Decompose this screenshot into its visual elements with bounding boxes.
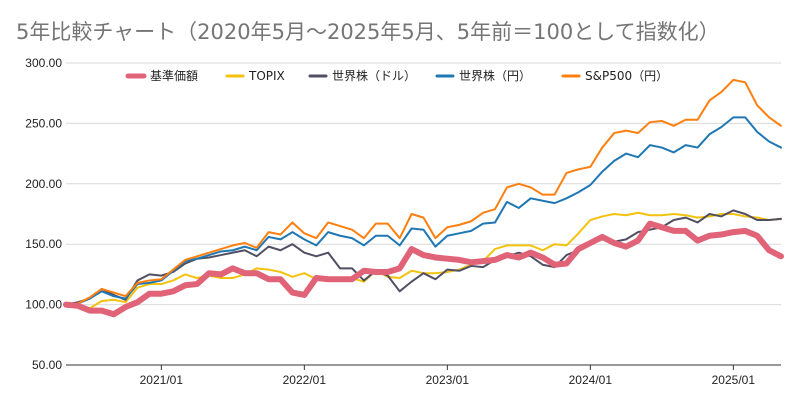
y-tick-label: 200.00 xyxy=(25,177,62,191)
legend: 基準価額 TOPIX 世界株（ドル） 世界株（円） S&P500（円） xyxy=(125,68,668,83)
y-tick-label: 50.00 xyxy=(32,358,62,372)
legend-label: 世界株（ドル） xyxy=(332,68,416,83)
legend-label: TOPIX xyxy=(248,69,285,83)
legend-label: S&P500（円） xyxy=(585,69,668,83)
x-tick-label: 2023/01 xyxy=(426,373,470,387)
x-tick-label: 2021/01 xyxy=(140,373,184,387)
x-tick-label: 2025/01 xyxy=(712,373,756,387)
series-line-3 xyxy=(65,116,782,306)
legend-label: 基準価額 xyxy=(150,68,198,83)
axes: 50.00 100.00 150.00 200.00 250.00 300.00 2021/… xyxy=(25,56,755,387)
series-line-0 xyxy=(63,220,784,318)
x-tick-label: 2024/01 xyxy=(569,373,613,387)
y-tick-label: 100.00 xyxy=(25,298,62,312)
gridlines xyxy=(66,62,781,366)
series-lines xyxy=(63,78,784,318)
legend-label: 世界株（円） xyxy=(459,68,531,83)
series-line-4 xyxy=(65,78,782,306)
chart-title: 5年比較チャート（2020年5月〜2025年5月、5年前＝100として指数化） xyxy=(16,20,720,44)
y-tick-label: 250.00 xyxy=(25,116,62,130)
x-tick-label: 2022/01 xyxy=(283,373,327,387)
y-tick-label: 150.00 xyxy=(25,237,62,251)
y-tick-label: 300.00 xyxy=(25,56,62,70)
